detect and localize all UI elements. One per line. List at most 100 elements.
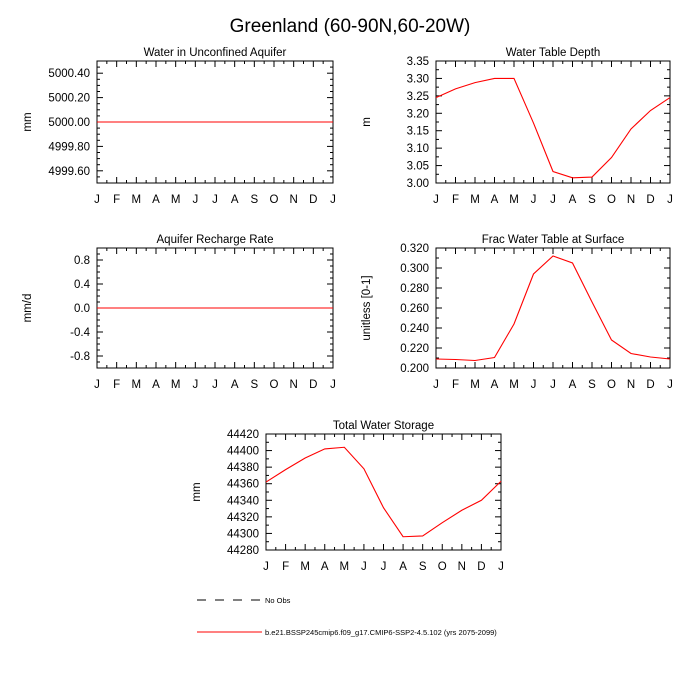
legend-model-label: b.e21.BSSP245cmip6.f09_g17.CMIP6-SSP2-4.… [265, 628, 497, 637]
y-tick-label: 0.240 [400, 323, 429, 335]
x-tick-label: J [212, 379, 218, 391]
x-tick-label: A [491, 194, 499, 206]
x-tick-label: J [94, 379, 100, 391]
legend: No Obs b.e21.BSSP245cmip6.f09_g17.CMIP6-… [197, 596, 497, 637]
x-tick-label: N [290, 379, 298, 391]
y-tick-label: 44300 [227, 528, 259, 540]
x-tick-label: N [627, 194, 635, 206]
x-tick-label: J [498, 561, 504, 573]
x-tick-label: J [667, 379, 673, 391]
figure-title: Greenland (60-90N,60-20W) [230, 16, 471, 37]
y-tick-label: 0.280 [400, 283, 429, 295]
y-tick-label: 3.15 [407, 126, 429, 138]
y-tick-label: 3.00 [407, 178, 429, 190]
x-tick-label: N [458, 561, 466, 573]
x-tick-label: S [250, 194, 258, 206]
x-tick-label: F [452, 194, 459, 206]
y-tick-label: 44280 [227, 545, 259, 557]
y-tick-label: 5000.00 [48, 117, 90, 129]
x-tick-label: F [282, 561, 289, 573]
legend-no-obs-label: No Obs [265, 596, 291, 605]
x-tick-label: M [132, 379, 142, 391]
y-axis-label: mm [22, 112, 34, 131]
y-axis-label: mm/d [22, 294, 34, 323]
x-tick-label: A [152, 194, 160, 206]
x-tick-label: S [588, 194, 596, 206]
x-tick-label: J [531, 379, 537, 391]
y-tick-label: 3.30 [407, 73, 429, 85]
x-tick-label: O [607, 379, 616, 391]
y-tick-label: -0.4 [70, 327, 90, 339]
y-tick-label: 44420 [227, 429, 259, 441]
x-tick-label: M [470, 194, 480, 206]
panel-title: Water Table Depth [506, 47, 601, 59]
y-tick-label: 44400 [227, 446, 259, 458]
panel-title: Water in Unconfined Aquifer [144, 47, 287, 59]
x-tick-label: M [470, 379, 480, 391]
y-tick-label: 3.25 [407, 91, 429, 103]
y-axis-label: m [361, 117, 373, 127]
y-axis-label: mm [191, 482, 203, 501]
x-tick-label: A [321, 561, 329, 573]
x-tick-label: D [477, 561, 485, 573]
y-tick-label: 44320 [227, 512, 259, 524]
panel-title: Frac Water Table at Surface [482, 234, 625, 246]
x-tick-label: D [646, 194, 654, 206]
y-tick-label: 3.05 [407, 161, 429, 173]
panel-title: Aquifer Recharge Rate [157, 234, 274, 246]
y-tick-label: 3.20 [407, 108, 429, 120]
x-tick-label: D [309, 379, 317, 391]
y-tick-label: 44380 [227, 462, 259, 474]
y-tick-label: 0.200 [400, 363, 429, 375]
x-tick-label: D [309, 194, 317, 206]
x-tick-label: A [231, 379, 239, 391]
x-tick-label: M [171, 379, 181, 391]
x-tick-label: J [433, 379, 439, 391]
x-tick-label: J [361, 561, 367, 573]
series-line [435, 255, 671, 362]
x-tick-label: J [263, 561, 269, 573]
x-tick-label: J [192, 379, 198, 391]
panel-title: Total Water Storage [333, 420, 434, 432]
x-tick-label: J [94, 194, 100, 206]
x-tick-label: J [667, 194, 673, 206]
x-tick-label: M [509, 194, 519, 206]
series-line [435, 77, 671, 179]
panel-p4: Frac Water Table at Surface unitless [0-1… [361, 234, 673, 391]
x-tick-label: A [399, 561, 407, 573]
x-tick-label: J [550, 194, 556, 206]
x-tick-label: J [192, 194, 198, 206]
x-tick-label: O [270, 194, 279, 206]
y-tick-label: 5000.40 [48, 68, 90, 80]
x-tick-label: M [132, 194, 142, 206]
y-axis-label: unitless [0-1] [361, 275, 373, 340]
x-tick-label: F [113, 194, 120, 206]
plot-frame [265, 433, 502, 551]
y-tick-label: 3.10 [407, 143, 429, 155]
x-tick-label: M [509, 379, 519, 391]
x-tick-label: A [569, 194, 577, 206]
x-tick-label: M [171, 194, 181, 206]
x-tick-label: S [250, 379, 258, 391]
y-tick-label: 4999.80 [48, 141, 90, 153]
y-tick-label: 0.4 [74, 279, 91, 291]
x-tick-label: J [381, 561, 387, 573]
y-tick-label: 44340 [227, 495, 259, 507]
x-tick-label: A [231, 194, 239, 206]
x-tick-label: O [438, 561, 447, 573]
plot-frame [435, 60, 671, 184]
y-tick-label: 0.320 [400, 243, 429, 255]
y-tick-label: 0.0 [74, 303, 90, 315]
x-tick-label: J [550, 379, 556, 391]
x-tick-label: N [627, 379, 635, 391]
series-line [265, 446, 502, 538]
y-tick-label: 3.35 [407, 56, 429, 68]
y-tick-label: 0.220 [400, 343, 429, 355]
y-tick-label: 5000.20 [48, 93, 90, 105]
x-tick-label: S [419, 561, 427, 573]
